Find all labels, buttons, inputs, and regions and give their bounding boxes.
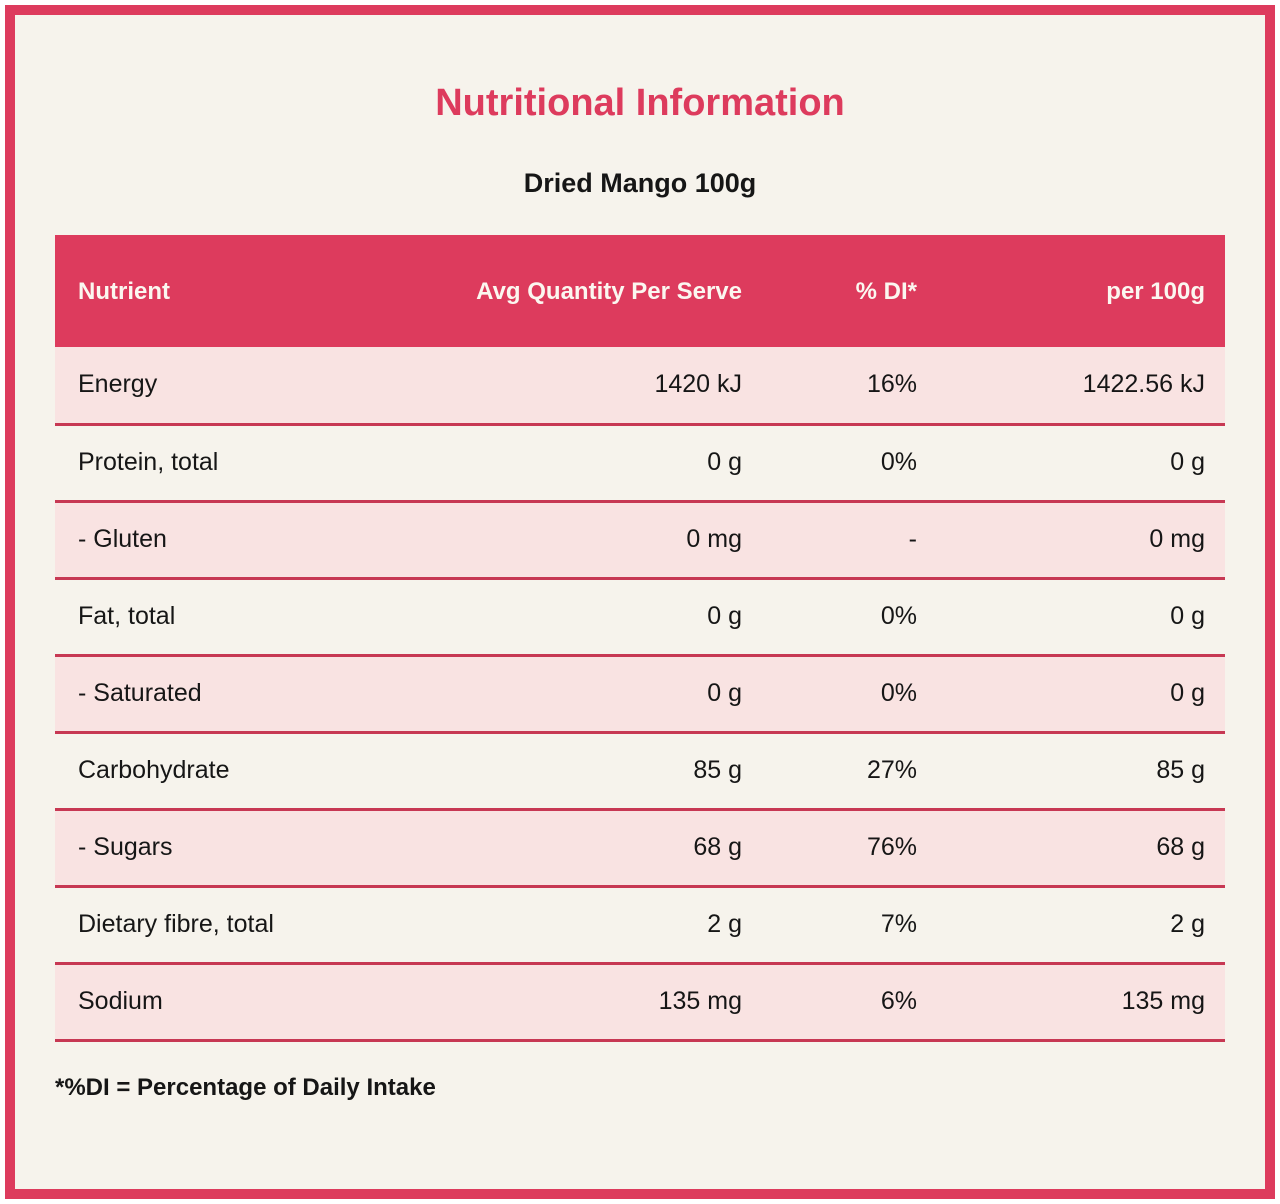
table-row: Sodium 135 mg 6% 135 mg	[55, 963, 1225, 1042]
table-row: Carbohydrate 85 g 27% 85 g	[55, 732, 1225, 811]
cell-percent-di: 16%	[762, 347, 937, 426]
cell-per-100g: 2 g	[937, 886, 1225, 965]
cell-avg-quantity-per-serve: 1420 kJ	[455, 347, 762, 426]
cell-nutrient: Sodium	[55, 963, 455, 1042]
cell-per-100g: 85 g	[937, 732, 1225, 811]
cell-nutrient: Dietary fibre, total	[55, 886, 455, 965]
cell-percent-di: 0%	[762, 424, 937, 503]
cell-percent-di: 6%	[762, 963, 937, 1042]
cell-avg-quantity-per-serve: 2 g	[455, 886, 762, 965]
cell-avg-quantity-per-serve: 0 g	[455, 655, 762, 734]
cell-per-100g: 0 mg	[937, 501, 1225, 580]
header-row: Nutrient Avg Quantity Per Serve % DI* pe…	[55, 235, 1225, 347]
cell-per-100g: 68 g	[937, 809, 1225, 888]
column-header-avg-quantity-per-serve: Avg Quantity Per Serve	[455, 235, 762, 347]
cell-avg-quantity-per-serve: 85 g	[455, 732, 762, 811]
table-row: Fat, total 0 g 0% 0 g	[55, 578, 1225, 657]
cell-percent-di: 76%	[762, 809, 937, 888]
cell-per-100g: 135 mg	[937, 963, 1225, 1042]
cell-nutrient: - Saturated	[55, 655, 455, 734]
nutrition-table: Nutrient Avg Quantity Per Serve % DI* pe…	[55, 235, 1225, 1042]
column-header-nutrient: Nutrient	[55, 235, 455, 347]
cell-per-100g: 1422.56 kJ	[937, 347, 1225, 426]
page-title: Nutritional Information	[435, 82, 845, 124]
table-row: - Saturated 0 g 0% 0 g	[55, 655, 1225, 734]
cell-avg-quantity-per-serve: 0 g	[455, 578, 762, 657]
table-body: Energy 1420 kJ 16% 1422.56 kJ Protein, t…	[55, 347, 1225, 1042]
cell-nutrient: Protein, total	[55, 424, 455, 503]
cell-nutrient: Energy	[55, 347, 455, 426]
column-header-per-100g: per 100g	[937, 235, 1225, 347]
cell-nutrient: Fat, total	[55, 578, 455, 657]
cell-per-100g: 0 g	[937, 578, 1225, 657]
cell-percent-di: 27%	[762, 732, 937, 811]
cell-avg-quantity-per-serve: 68 g	[455, 809, 762, 888]
table-row: Dietary fibre, total 2 g 7% 2 g	[55, 886, 1225, 965]
table-row: - Sugars 68 g 76% 68 g	[55, 809, 1225, 888]
cell-per-100g: 0 g	[937, 424, 1225, 503]
cell-percent-di: 0%	[762, 578, 937, 657]
table-header: Nutrient Avg Quantity Per Serve % DI* pe…	[55, 235, 1225, 347]
table-row: Protein, total 0 g 0% 0 g	[55, 424, 1225, 503]
cell-avg-quantity-per-serve: 135 mg	[455, 963, 762, 1042]
nutrition-label-panel: Nutritional Information Dried Mango 100g…	[5, 5, 1275, 1199]
table-row: Energy 1420 kJ 16% 1422.56 kJ	[55, 347, 1225, 426]
cell-per-100g: 0 g	[937, 655, 1225, 734]
cell-percent-di: 0%	[762, 655, 937, 734]
cell-nutrient: Carbohydrate	[55, 732, 455, 811]
cell-avg-quantity-per-serve: 0 g	[455, 424, 762, 503]
cell-percent-di: -	[762, 501, 937, 580]
cell-nutrient: - Gluten	[55, 501, 455, 580]
cell-percent-di: 7%	[762, 886, 937, 965]
di-footnote: *%DI = Percentage of Daily Intake	[55, 1073, 436, 1101]
column-header-percent-di: % DI*	[762, 235, 937, 347]
table-row: - Gluten 0 mg - 0 mg	[55, 501, 1225, 580]
cell-nutrient: - Sugars	[55, 809, 455, 888]
product-subtitle: Dried Mango 100g	[523, 168, 757, 198]
cell-avg-quantity-per-serve: 0 mg	[455, 501, 762, 580]
